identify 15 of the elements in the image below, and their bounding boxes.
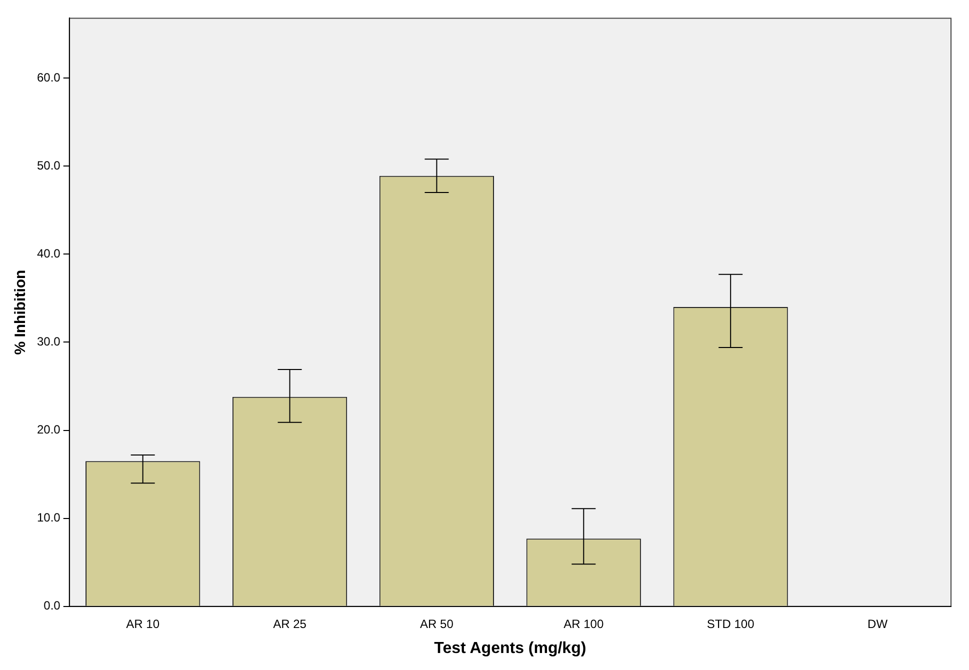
x-tick-label: AR 50 [420,616,454,631]
y-tick-label: 10.0 [36,510,61,525]
x-axis-title: Test Agents (mg/kg) [434,640,586,657]
x-tick-label: DW [868,616,888,631]
x-tick-label: STD 100 [706,616,755,631]
y-tick-label: 40.0 [36,246,61,260]
y-tick-label: 0.0 [44,598,61,613]
y-tick-label: 50.0 [36,158,61,172]
x-tick-label: AR 10 [126,616,160,631]
y-tick-label: 20.0 [36,422,61,437]
x-tick-label: AR 25 [273,616,307,631]
y-axis-title: % Inhibition [12,270,30,355]
y-tick-label: 60.0 [36,70,61,84]
x-tick-label: AR 100 [564,616,604,631]
y-tick-label: 30.0 [36,334,61,349]
